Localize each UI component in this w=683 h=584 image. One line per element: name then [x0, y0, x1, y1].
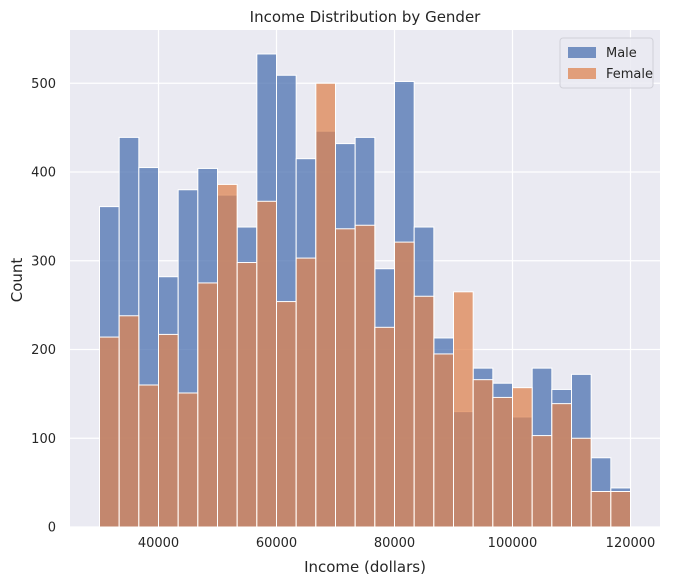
bar-female-16	[413, 295, 435, 528]
legend: Male Female	[559, 37, 654, 89]
bar-female-5	[197, 282, 218, 528]
bar-female-2	[138, 384, 159, 528]
legend-label-female: Female	[606, 67, 653, 82]
bar-female-22	[531, 435, 553, 528]
bar-female-14	[374, 326, 395, 528]
bar-female-10	[295, 257, 317, 528]
bar-female-0	[99, 336, 120, 528]
bar-female-8	[256, 200, 277, 528]
bar-female-13	[354, 224, 376, 528]
bar-female-18	[453, 291, 474, 528]
bar-female-12	[335, 228, 356, 528]
bar-female-6	[217, 183, 238, 528]
y-tick-label-2: 200	[31, 343, 56, 358]
bar-female-4	[177, 392, 199, 528]
bar-female-11	[315, 82, 336, 528]
chart-title: Income Distribution by Gender	[250, 8, 482, 26]
bar-female-7	[236, 262, 258, 528]
bar-female-23	[551, 403, 573, 528]
bar-female-21	[512, 387, 533, 528]
y-axis-label: Count	[8, 258, 26, 303]
series-female	[99, 82, 632, 528]
x-tick-label-0: 40000	[138, 536, 179, 551]
y-tick-label-5: 500	[31, 77, 56, 92]
bar-female-26	[610, 491, 632, 528]
legend-swatch-male	[568, 47, 596, 58]
x-tick-label-2: 80000	[374, 536, 415, 551]
bar-female-20	[492, 396, 513, 528]
bar-female-3	[158, 333, 179, 528]
bar-female-1	[118, 315, 140, 528]
y-tick-label-0: 0	[48, 521, 56, 536]
legend-label-male: Male	[606, 46, 637, 61]
y-tick-label-3: 300	[31, 254, 56, 269]
x-tick-label-4: 120000	[606, 536, 656, 551]
bar-female-17	[433, 353, 454, 528]
tick-labels: 40000 60000 80000 100000 120000 0 100 200 300 400…	[31, 77, 655, 551]
bar-female-15	[394, 241, 415, 528]
x-tick-label-1: 60000	[256, 536, 297, 551]
x-tick-label-3: 100000	[488, 536, 538, 551]
bars	[99, 53, 632, 528]
x-axis-label: Income (dollars)	[304, 558, 426, 576]
y-tick-label-1: 100	[31, 432, 56, 447]
bar-female-24	[571, 437, 592, 528]
bar-female-25	[590, 491, 612, 528]
bar-female-9	[276, 301, 297, 528]
legend-swatch-female	[568, 68, 596, 79]
y-tick-label-4: 400	[31, 166, 56, 181]
bar-female-19	[472, 379, 494, 528]
